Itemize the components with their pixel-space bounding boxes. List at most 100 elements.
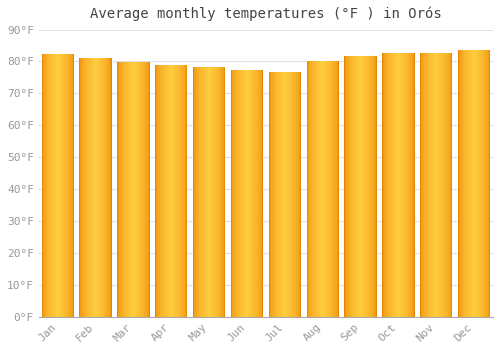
- Bar: [458, 50, 460, 317]
- Bar: [326, 61, 328, 317]
- Bar: [93, 58, 94, 317]
- Bar: [248, 70, 249, 317]
- Bar: [45, 55, 46, 317]
- Bar: [167, 65, 168, 317]
- Bar: [269, 72, 270, 317]
- Bar: [55, 55, 56, 317]
- Bar: [43, 55, 44, 317]
- Bar: [447, 52, 448, 317]
- Bar: [489, 50, 490, 317]
- Bar: [467, 50, 468, 317]
- Bar: [335, 61, 336, 317]
- Bar: [64, 55, 65, 317]
- Bar: [172, 65, 174, 317]
- Bar: [219, 67, 220, 317]
- Bar: [193, 67, 194, 317]
- Bar: [261, 70, 262, 317]
- Bar: [324, 61, 326, 317]
- Bar: [408, 53, 409, 317]
- Bar: [175, 65, 176, 317]
- Bar: [442, 52, 443, 317]
- Bar: [480, 50, 482, 317]
- Bar: [204, 67, 206, 317]
- Bar: [449, 52, 450, 317]
- Bar: [319, 61, 320, 317]
- Bar: [130, 62, 131, 317]
- Bar: [250, 70, 251, 317]
- Bar: [128, 62, 129, 317]
- Bar: [277, 72, 278, 317]
- Bar: [294, 72, 295, 317]
- Bar: [308, 61, 310, 317]
- Bar: [313, 61, 314, 317]
- Bar: [183, 65, 184, 317]
- Bar: [400, 53, 401, 317]
- Bar: [220, 67, 221, 317]
- Bar: [372, 56, 373, 317]
- Bar: [224, 67, 226, 317]
- Bar: [462, 50, 464, 317]
- Bar: [350, 56, 351, 317]
- Bar: [58, 55, 59, 317]
- Bar: [195, 67, 196, 317]
- Bar: [387, 53, 388, 317]
- Bar: [487, 50, 488, 317]
- Bar: [292, 72, 294, 317]
- Bar: [251, 70, 252, 317]
- Title: Average monthly temperatures (°F ) in Orós: Average monthly temperatures (°F ) in Or…: [90, 7, 442, 21]
- Bar: [318, 61, 319, 317]
- Bar: [202, 67, 203, 317]
- Bar: [403, 53, 404, 317]
- Bar: [185, 65, 186, 317]
- Bar: [485, 50, 486, 317]
- Bar: [212, 67, 213, 317]
- Bar: [413, 53, 414, 317]
- Bar: [337, 61, 338, 317]
- Bar: [50, 55, 51, 317]
- Bar: [214, 67, 215, 317]
- Bar: [233, 70, 234, 317]
- Bar: [105, 58, 106, 317]
- Bar: [231, 70, 232, 317]
- Bar: [345, 56, 346, 317]
- Bar: [141, 62, 142, 317]
- Bar: [254, 70, 256, 317]
- Bar: [314, 61, 315, 317]
- Bar: [275, 72, 276, 317]
- Bar: [448, 52, 449, 317]
- Bar: [249, 70, 250, 317]
- Bar: [91, 58, 92, 317]
- Bar: [236, 70, 238, 317]
- Bar: [84, 58, 86, 317]
- Bar: [274, 72, 276, 317]
- Bar: [181, 65, 182, 317]
- Bar: [262, 70, 263, 317]
- Bar: [73, 55, 74, 317]
- Bar: [399, 53, 400, 317]
- Bar: [435, 52, 436, 317]
- Bar: [139, 62, 140, 317]
- Bar: [360, 56, 362, 317]
- Bar: [269, 72, 270, 317]
- Bar: [356, 56, 358, 317]
- Bar: [174, 65, 175, 317]
- Bar: [481, 50, 482, 317]
- Bar: [73, 55, 74, 317]
- Bar: [434, 52, 435, 317]
- Bar: [333, 61, 334, 317]
- Bar: [170, 65, 172, 317]
- Bar: [396, 53, 397, 317]
- Bar: [334, 61, 335, 317]
- Bar: [436, 52, 437, 317]
- Bar: [118, 62, 120, 317]
- Bar: [129, 62, 130, 317]
- Bar: [344, 56, 346, 317]
- Bar: [320, 61, 321, 317]
- Bar: [224, 67, 225, 317]
- Bar: [465, 50, 466, 317]
- Bar: [463, 50, 464, 317]
- Bar: [42, 55, 43, 317]
- Bar: [469, 50, 470, 317]
- Bar: [282, 72, 283, 317]
- Bar: [98, 58, 99, 317]
